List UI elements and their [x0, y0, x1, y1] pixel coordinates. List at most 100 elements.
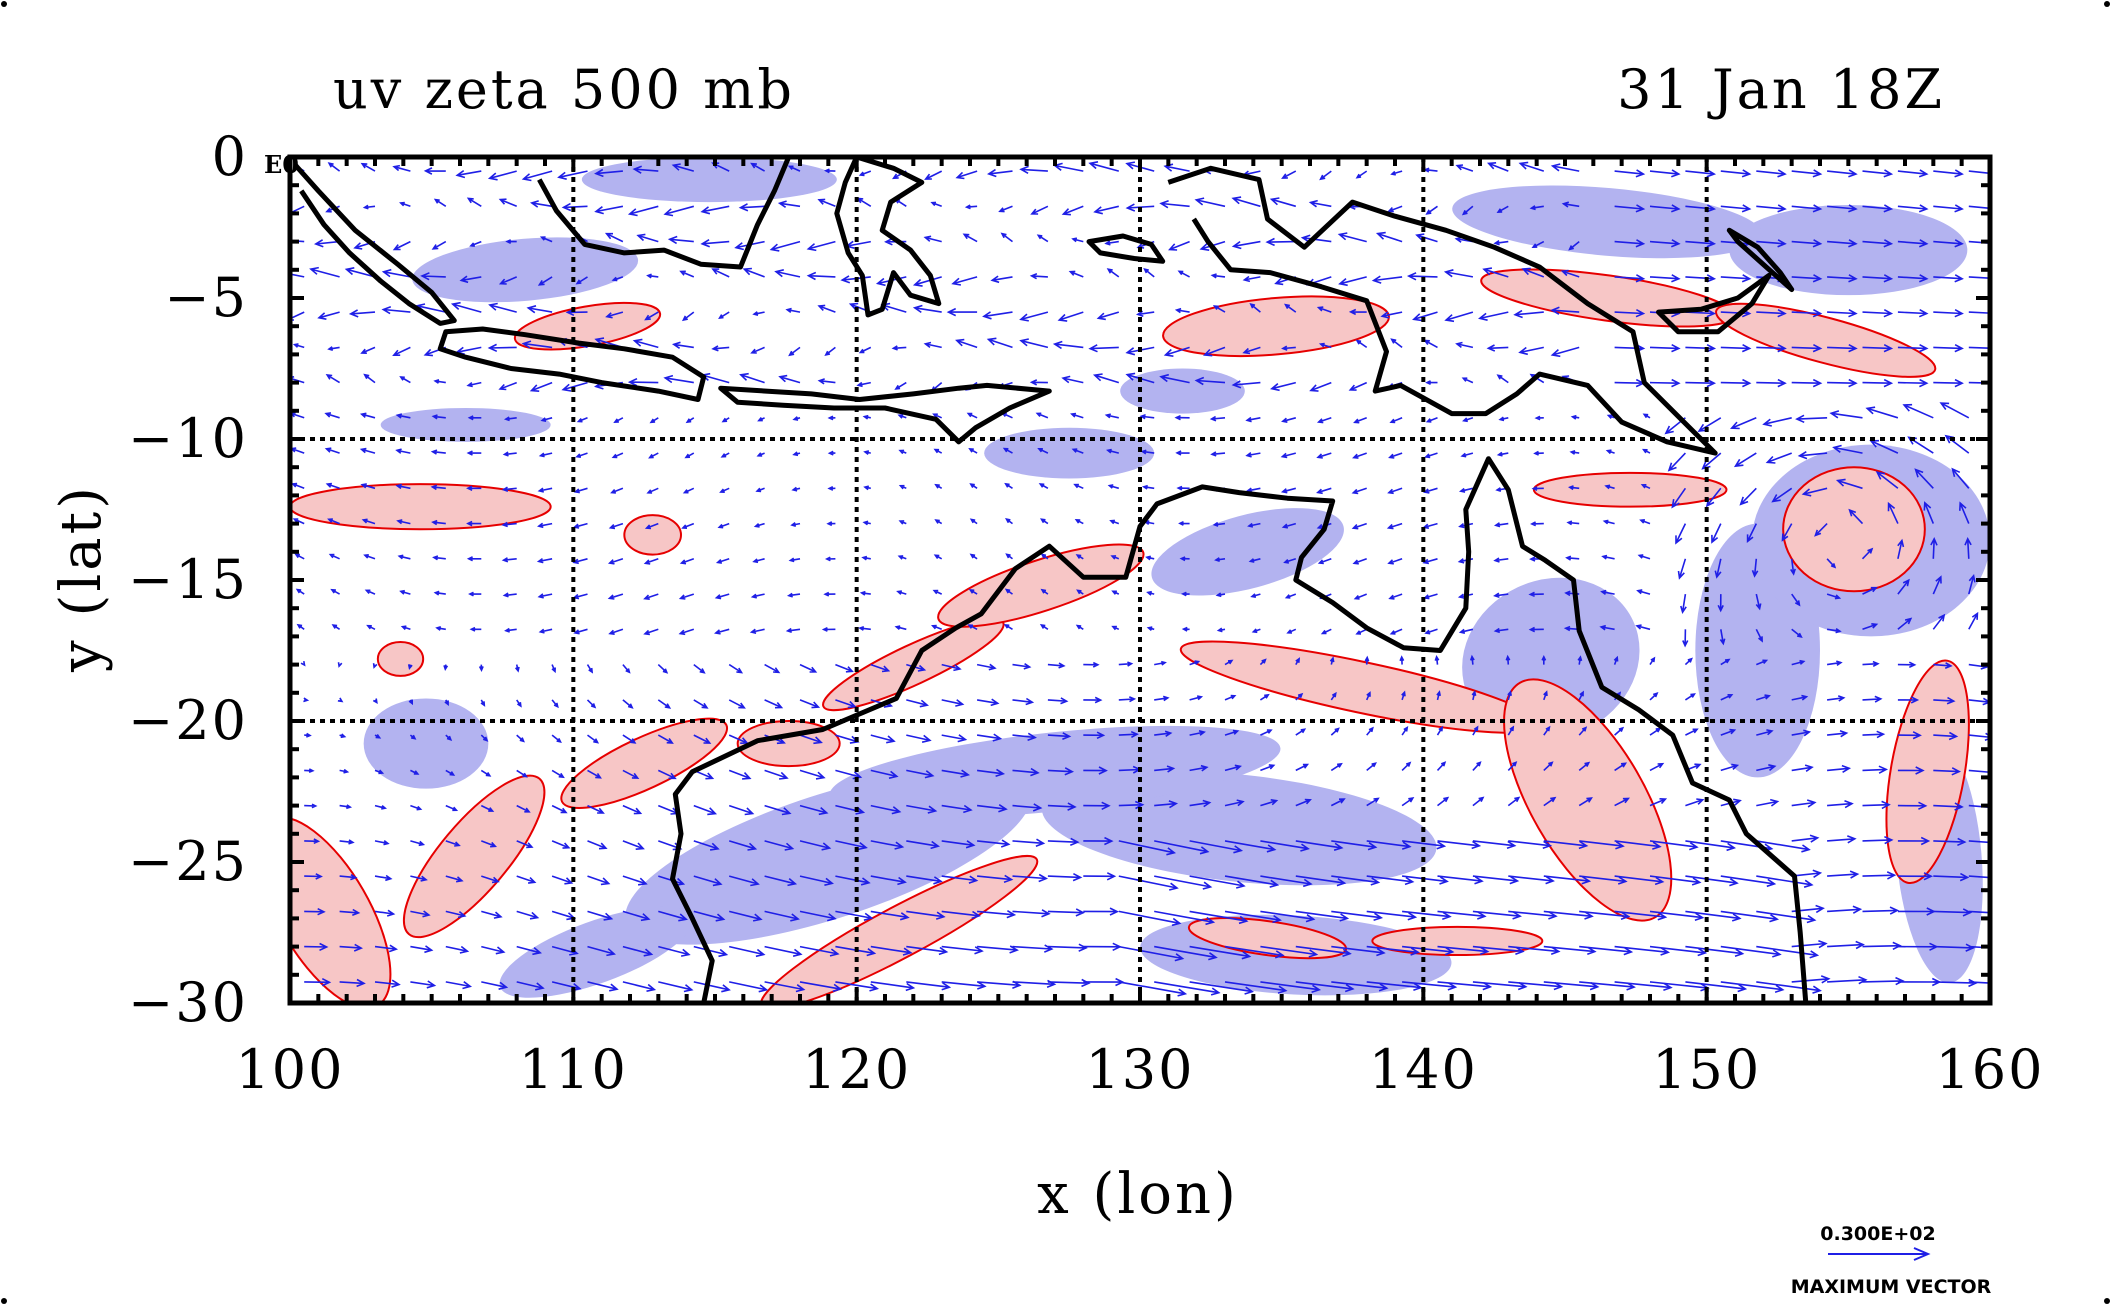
wind-vector: [753, 522, 765, 528]
wind-vector: [1224, 981, 1288, 994]
wind-vector: [1933, 343, 1964, 353]
wind-vector: [1862, 765, 1889, 774]
wind-vector: [1827, 378, 1858, 388]
wind-vector: [575, 452, 588, 458]
wind-vector: [777, 200, 801, 208]
wind-vector: [1642, 448, 1651, 454]
wind-vector: [1827, 239, 1858, 248]
wind-vector: [1968, 170, 1990, 177]
wind-vector: [657, 664, 669, 674]
wind-vector: [990, 275, 1013, 284]
wind-vector: [1897, 578, 1910, 595]
wind-vector: [1330, 691, 1337, 701]
wind-vector: [1513, 309, 1544, 319]
wind-vector: [469, 240, 482, 247]
wind-vector: [1038, 483, 1049, 489]
wind-vector: [1827, 730, 1849, 738]
wind-vector: [587, 875, 611, 886]
wind-vector: [1543, 945, 1597, 956]
wind-vector: [858, 346, 872, 354]
wind-vector: [1012, 838, 1046, 847]
wind-vector: [1366, 840, 1412, 850]
wind-vector: [575, 276, 588, 285]
wind-vector: [1224, 694, 1237, 701]
wind-vector: [516, 769, 528, 778]
wind-vector: [678, 628, 695, 636]
wind-vector: [551, 664, 556, 674]
negative-vorticity-area: [499, 906, 693, 998]
wind-vector: [1756, 308, 1787, 318]
wind-vector: [526, 305, 553, 314]
wind-vector: [941, 875, 979, 884]
wind-vector: [1897, 617, 1913, 630]
wind-vector: [611, 452, 624, 459]
wind-vector: [1933, 274, 1964, 283]
wind-vector: [363, 554, 376, 560]
wind-vector: [1401, 797, 1415, 807]
wind-vector: [1614, 169, 1646, 178]
wind-vector: [764, 945, 803, 957]
wind-vector: [1163, 346, 1190, 357]
wind-vector: [1176, 485, 1190, 491]
wind-vector: [924, 170, 943, 180]
wind-vector: [627, 205, 659, 217]
wind-vector: [693, 699, 709, 709]
wind-vector: [1390, 170, 1403, 176]
wind-vector: [613, 417, 624, 423]
wind-vector: [1154, 800, 1179, 809]
wind-vector: [1224, 910, 1282, 924]
wind-vector: [1932, 613, 1946, 630]
wind-vector: [1351, 487, 1367, 495]
wind-vector: [1071, 448, 1084, 454]
wind-vector: [1012, 697, 1035, 706]
wind-vector: [1387, 558, 1403, 565]
wind-vector: [1245, 452, 1261, 458]
wind-vector: [1061, 375, 1084, 384]
wind-vector: [1159, 373, 1190, 384]
wind-vector: [1004, 482, 1013, 489]
wind-vector: [906, 840, 940, 850]
wind-vector: [1751, 558, 1759, 578]
wind-vector: [764, 699, 784, 709]
wind-vector: [1578, 761, 1591, 772]
wind-vector: [1543, 761, 1554, 771]
wind-vector: [858, 170, 872, 177]
wind-vector: [1933, 731, 1959, 741]
wind-vector: [1154, 910, 1216, 926]
wind-vector: [644, 311, 659, 321]
wind-vector: [400, 625, 411, 631]
wind-vector: [296, 623, 305, 630]
wind-vector: [1249, 303, 1261, 313]
wind-vector: [339, 804, 353, 810]
wind-vector: [821, 626, 836, 632]
wind-vector: [700, 239, 730, 248]
wind-vectors: [290, 161, 1990, 997]
wind-vector: [1933, 943, 1975, 952]
wind-vector: [478, 664, 484, 672]
wind-vector: [1649, 274, 1681, 283]
wind-vector: [1685, 204, 1717, 213]
wind-vector: [941, 804, 973, 814]
wind-vector: [721, 417, 730, 423]
wind-vector: [1897, 661, 1917, 669]
wind-vector: [1533, 450, 1544, 456]
wind-vector: [1914, 468, 1934, 489]
wind-vector: [1568, 485, 1580, 491]
wind-vector: [587, 734, 600, 744]
wind-vector: [1933, 204, 1964, 213]
wind-vector: [799, 840, 832, 851]
wind-vector: [1614, 945, 1671, 956]
wind-vector: [551, 769, 565, 779]
wind-vector: [1493, 522, 1509, 528]
wind-vector: [1316, 452, 1332, 459]
wind-vector: [934, 519, 943, 525]
wind-vector: [1791, 939, 1828, 949]
wind-vector: [481, 875, 500, 884]
wind-vector: [788, 346, 801, 357]
wind-vector: [912, 304, 942, 314]
wind-vector: [392, 346, 411, 356]
wind-vector: [1498, 416, 1509, 422]
wind-vector: [1052, 340, 1084, 350]
wind-vector: [1897, 343, 1929, 353]
wind-vector: [1210, 273, 1226, 279]
